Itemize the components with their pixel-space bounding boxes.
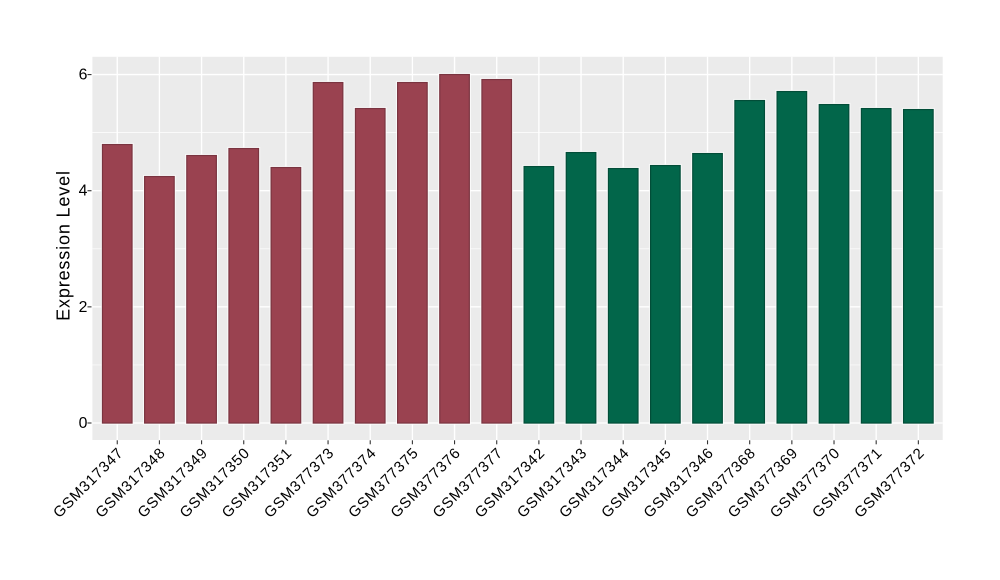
svg-text:4: 4 <box>79 183 88 200</box>
svg-text:6: 6 <box>79 67 88 84</box>
svg-text:Expression Level: Expression Level <box>54 170 74 321</box>
svg-text:2: 2 <box>79 299 88 316</box>
svg-text:0: 0 <box>79 415 88 432</box>
